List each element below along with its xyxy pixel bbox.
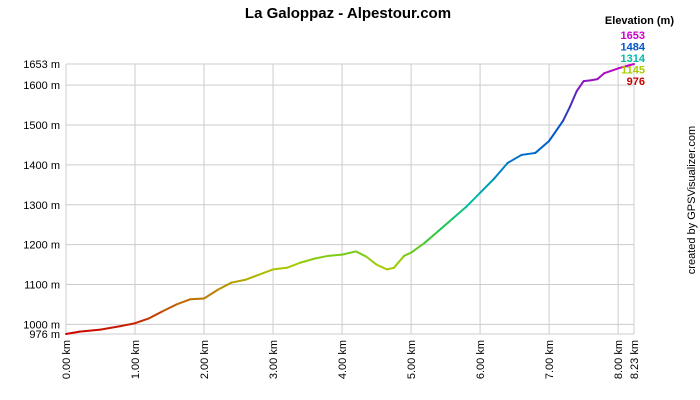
elevation-segment: [258, 268, 275, 276]
elevation-segment: [423, 229, 440, 244]
axis-labels: 0.00 km 1.00 km 2.00 km 3.00 km 4.00 km 5.00 …: [23, 59, 641, 379]
elevation-segment: [216, 281, 233, 291]
y-tick-label: 1653 m: [23, 59, 60, 71]
elevation-segment: [479, 177, 495, 194]
y-tick-label: 1400 m: [23, 160, 60, 172]
elevation-segment: [385, 266, 395, 271]
x-tick-label: 8.00 km: [613, 340, 625, 379]
elevation-segment: [506, 153, 523, 164]
elevation-segment: [582, 79, 592, 83]
x-tick-label: 0.00 km: [61, 340, 73, 379]
elevation-segment: [134, 317, 150, 325]
elevation-segment: [65, 330, 81, 335]
y-tick-label: 1000 m: [23, 319, 60, 331]
elevation-segment: [561, 106, 571, 123]
x-tick-label: 1.00 km: [130, 340, 142, 379]
y-tick-label: 1300 m: [23, 200, 60, 212]
elevation-segment: [354, 250, 368, 258]
elevation-segment: [272, 266, 288, 271]
elevation-segment: [451, 205, 468, 220]
x-tick-label: 8.23 km: [629, 340, 641, 379]
elevation-segment: [548, 120, 564, 142]
elevation-segment: [341, 250, 357, 256]
elevation-segment: [403, 251, 413, 257]
elevation-segment: [230, 278, 247, 284]
elevation-segment: [189, 297, 206, 301]
chart-title: La Galoppaz - Alpestour.com: [245, 5, 451, 22]
y-tick-label: 1100 m: [24, 280, 60, 292]
elevation-segment: [520, 151, 537, 156]
x-tick-label: 6.00 km: [475, 340, 487, 379]
legend-entry: 1484: [621, 42, 646, 54]
elevation-segment: [568, 90, 578, 109]
elevation-segment: [492, 161, 509, 180]
y-tick-label: 1600 m: [23, 80, 60, 92]
elevation-segment: [147, 310, 164, 320]
y-tick-label: 976 m: [29, 329, 60, 341]
x-tick-label: 7.00 km: [544, 340, 556, 379]
elevation-segment: [575, 80, 585, 93]
elevation-segment: [617, 63, 635, 70]
y-tick-label: 1500 m: [23, 120, 60, 132]
elevation-segment: [78, 328, 102, 333]
elevation-segment: [161, 303, 178, 313]
elevation-segment: [120, 322, 137, 328]
elevation-segment: [244, 273, 261, 281]
elevation-segment: [437, 217, 454, 232]
elevation-segment: [99, 325, 123, 331]
x-tick-label: 3.00 km: [268, 340, 280, 379]
x-tick-label: 4.00 km: [337, 340, 349, 379]
elevation-segment: [589, 78, 599, 82]
y-tick-label: 1200 m: [23, 240, 60, 252]
grid-layer: [65, 63, 635, 335]
elevation-segment: [534, 139, 551, 154]
legend-entry: 1653: [621, 30, 645, 42]
elevation-segment: [285, 261, 302, 269]
legend-entry: 976: [627, 76, 645, 88]
elevation-segment: [203, 288, 219, 300]
elevation-segment: [175, 298, 192, 306]
elevation-segment: [313, 254, 330, 260]
elevation-profile: [65, 63, 635, 335]
legend-entry: 1314: [621, 53, 646, 65]
elevation-segment: [375, 263, 388, 271]
elevation-segment: [596, 72, 606, 81]
elevation-segment: [327, 253, 344, 257]
legend-title: Elevation (m): [605, 15, 674, 27]
elevation-segment: [392, 254, 406, 269]
elevation-segment: [410, 241, 426, 254]
x-tick-label: 5.00 km: [406, 340, 418, 379]
credit-label: created by GPSVisualizer.com: [686, 126, 698, 274]
elevation-segment: [603, 67, 620, 75]
elevation-segment: [365, 255, 378, 266]
elevation-segment: [465, 191, 482, 208]
legend-entry: 1145: [621, 65, 645, 77]
elevation-segment: [299, 257, 316, 264]
x-tick-label: 2.00 km: [199, 340, 211, 379]
